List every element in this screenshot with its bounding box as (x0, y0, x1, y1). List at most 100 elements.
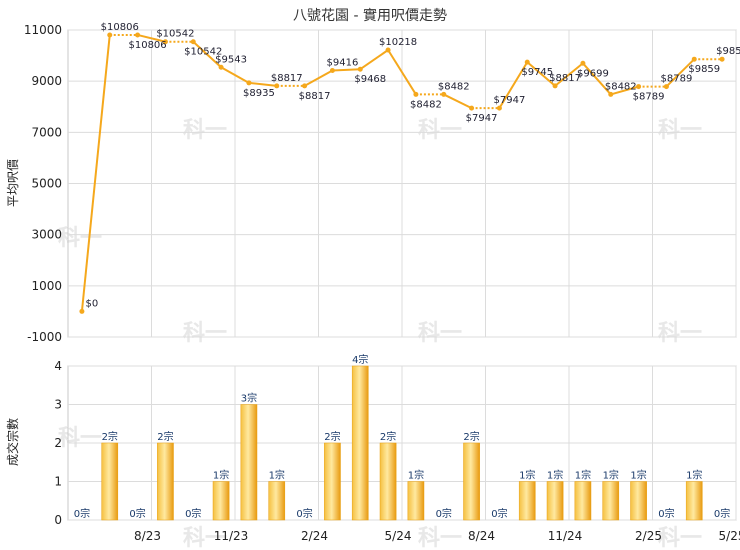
line-point (274, 83, 280, 89)
bar-ylabel: 成交宗數 (5, 418, 20, 466)
line-data-label: $8482 (438, 81, 470, 92)
line-segment (498, 61, 529, 109)
bar-data-label: 1宗 (519, 469, 535, 482)
line-point (413, 91, 419, 97)
bar-data-label: 0宗 (658, 507, 674, 520)
watermark-text: 科一 (658, 321, 702, 346)
line-point (552, 83, 558, 89)
bar-data-label: 3宗 (241, 392, 257, 405)
chart-title: 八號花園 - 實用呎價走勢 (293, 7, 447, 24)
line-segment (192, 40, 222, 69)
line-point (719, 56, 725, 62)
line-data-label: $9468 (354, 74, 386, 85)
line-data-label: $8482 (605, 81, 637, 92)
line-data-label: $9859 (688, 64, 720, 75)
line-data-label: $8935 (243, 88, 275, 99)
x-tick-label: 5/25 (719, 529, 740, 543)
line-data-label: $8817 (271, 73, 303, 84)
watermark-text: 科一 (58, 226, 102, 251)
x-tick-label: 8/23 (134, 529, 161, 543)
line-data-label: $10542 (184, 47, 222, 58)
line-point (79, 308, 85, 314)
bar (324, 442, 341, 521)
line-point (357, 66, 363, 72)
bar-data-label: 0宗 (74, 507, 90, 520)
line-point (329, 68, 335, 74)
bar-data-label: 0宗 (296, 507, 312, 520)
line-y-tick-label: -1000 (27, 330, 62, 344)
x-tick-label: 2/24 (301, 529, 328, 543)
x-tick-label: 11/24 (548, 529, 583, 543)
line-y-tick-label: 11000 (24, 23, 62, 37)
line-data-label: $8789 (633, 92, 665, 103)
line-data-label: $7947 (466, 113, 498, 124)
line-point (608, 91, 614, 97)
line-segment (582, 62, 612, 96)
bar (240, 404, 258, 521)
line-segment (332, 68, 361, 72)
line-y-tick-label: 9000 (31, 74, 62, 88)
line-point (302, 83, 308, 89)
line-point (246, 80, 252, 86)
bar (630, 481, 647, 521)
label-layer: 0宗 2宗 0宗 2宗 0宗 1宗 3宗 1宗 0宗 2宗 4宗 2宗 1宗 0宗 2宗 0宗 1宗 1宗 1宗 1宗… (74, 22, 740, 520)
bar-y-tick-label: 3 (54, 398, 62, 412)
bar-data-label: 2宗 (380, 430, 396, 443)
line-point (441, 91, 447, 97)
watermark-text: 科一 (658, 118, 702, 143)
bar-data-label: 2宗 (324, 430, 340, 443)
line-point (135, 32, 141, 38)
bar-data-label: 1宗 (547, 469, 563, 482)
x-tick-label: 8/24 (468, 529, 495, 543)
axis-layer: -1000 1000 3000 5000 7000 9000 11000 0 1 2 3 4 8/23 1… (24, 23, 740, 543)
bar-data-label: 0宗 (714, 507, 730, 520)
bar (546, 481, 564, 521)
line-data-label: $10806 (101, 22, 139, 33)
bar-y-tick-label: 0 (54, 513, 62, 527)
bar-data-label: 1宗 (686, 469, 702, 482)
bar-data-label: 1宗 (213, 469, 229, 482)
line-point (218, 64, 224, 70)
line-point (636, 84, 642, 90)
line-y-tick-label: 3000 (31, 228, 62, 242)
bar (351, 365, 369, 521)
bar (268, 481, 286, 521)
bar-layer (101, 365, 703, 521)
line-data-label: $9699 (577, 68, 609, 79)
line-point (162, 39, 168, 45)
bar-data-label: 1宗 (269, 469, 285, 482)
line-point (524, 59, 530, 65)
bar-data-label: 0宗 (129, 507, 145, 520)
watermark-text: 科一 (658, 526, 702, 550)
watermark-text: 科一 (58, 426, 102, 451)
x-tick-label: 11/23 (214, 529, 249, 543)
bar (518, 481, 536, 521)
line-data-label: $10542 (156, 29, 194, 40)
line-segment (304, 69, 333, 87)
line-segment (554, 62, 584, 87)
line-data-label: $8817 (549, 73, 581, 84)
bar-data-label: 2宗 (463, 430, 479, 443)
line-data-label: $0 (86, 298, 99, 309)
bar-data-label: 1宗 (408, 469, 424, 482)
bar-data-label: 2宗 (102, 430, 118, 443)
line-data-label: $9745 (521, 67, 553, 78)
bar-y-tick-label: 2 (54, 436, 62, 450)
watermark-text: 科一 (183, 118, 227, 143)
bar-data-label: 0宗 (185, 507, 201, 520)
line-data-label: $9543 (215, 54, 247, 65)
bar (379, 442, 397, 521)
line-data-label: $9859 (716, 46, 740, 57)
line-segment (387, 49, 417, 95)
line-data-label: $8482 (410, 99, 442, 110)
line-segment (137, 33, 166, 43)
watermark-text: 科一 (183, 321, 227, 346)
line-data-label: $8817 (299, 91, 331, 102)
line-data-label: $10218 (379, 37, 417, 48)
grid-layer (67, 29, 737, 521)
x-tick-label: 5/24 (385, 529, 412, 543)
bar (463, 442, 480, 521)
bar (574, 481, 592, 521)
